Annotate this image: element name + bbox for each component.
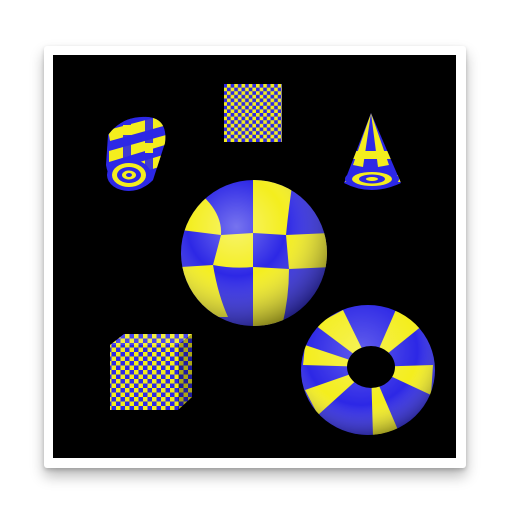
checkered-cylinder [106, 116, 166, 191]
render-scene [53, 55, 456, 458]
checkered-cube [110, 334, 192, 410]
checkered-cone [344, 113, 401, 190]
checkerboard-square [224, 84, 282, 142]
checkered-torus [298, 300, 438, 440]
